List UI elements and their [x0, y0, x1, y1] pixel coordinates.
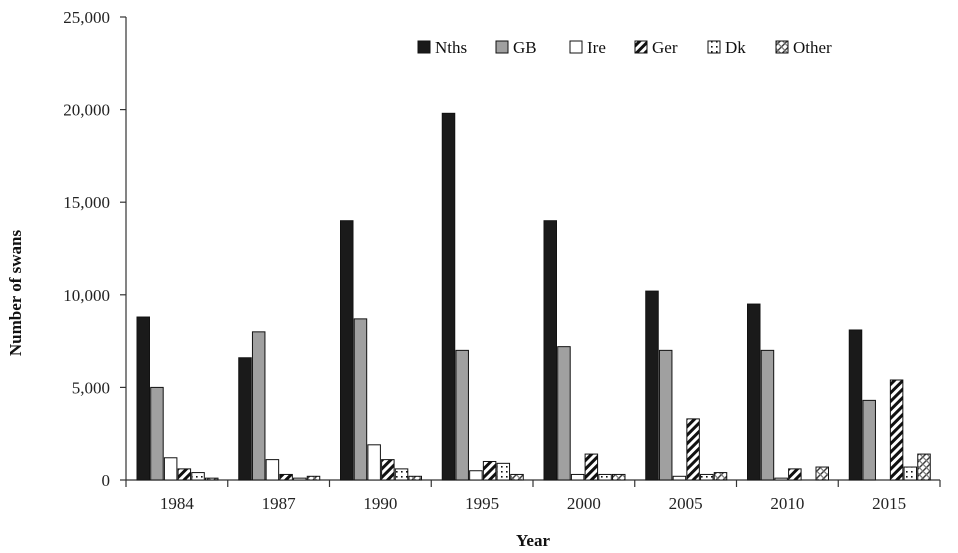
x-axis: 1984 1987 1990 1995 2000 2005 2010 2015: [125, 479, 941, 513]
bar-gb-1995: [455, 349, 469, 481]
y-tick-label: 25,000: [63, 8, 110, 27]
bar-nths-1984: [136, 316, 150, 481]
bar-gb-2005: [658, 349, 673, 481]
bar-ger-2005: [686, 418, 700, 481]
x-tick-label: 2010: [770, 494, 804, 513]
legend-label-nths: Nths: [435, 38, 467, 57]
bar-other-1984: [205, 477, 219, 481]
bar-ire-2010: [774, 477, 788, 481]
bar-dk-1984: [191, 472, 205, 481]
x-tick-label: 1990: [363, 494, 397, 513]
bar-nths-2010: [747, 303, 761, 481]
bars: [136, 112, 931, 481]
bar-ger-2015: [889, 379, 904, 481]
bar-ire-1984: [163, 457, 178, 481]
y-tick-label: 15,000: [63, 193, 110, 212]
x-tick-label: 2015: [872, 494, 906, 513]
x-tick-label: 2005: [669, 494, 703, 513]
y-tick-label: 5,000: [72, 378, 110, 397]
bar-gb-1987: [251, 331, 266, 481]
bar-other-2015: [917, 453, 931, 481]
bar-other-1995: [510, 473, 524, 481]
legend-swatch-ire: [569, 40, 583, 54]
bar-dk-1995: [496, 462, 511, 481]
bar-nths-2015: [848, 329, 863, 481]
bar-gb-1984: [150, 386, 164, 481]
bar-ire-1990: [367, 444, 381, 481]
bar-ire-1987: [265, 459, 280, 481]
legend-label-ger: Ger: [652, 38, 678, 57]
bar-dk-2000: [598, 473, 612, 481]
legend-label-other: Other: [793, 38, 832, 57]
legend-swatch-dk: [707, 40, 721, 54]
bar-ger-1984: [177, 468, 192, 481]
legend-swatch-other: [775, 40, 789, 54]
bar-ger-2010: [788, 468, 802, 481]
bar-nths-2005: [645, 290, 659, 481]
bar-gb-2015: [862, 399, 876, 481]
legend-label-dk: Dk: [725, 38, 746, 57]
bar-other-1987: [306, 475, 321, 481]
bar-ire-1995: [469, 470, 483, 481]
bar-other-2010: [815, 466, 829, 481]
bar-nths-1990: [340, 220, 354, 481]
x-tick-label: 2000: [567, 494, 601, 513]
bar-gb-1990: [353, 318, 368, 481]
bar-nths-1995: [441, 112, 456, 481]
x-tick-label: 1984: [160, 494, 195, 513]
x-tick-label: 1995: [465, 494, 499, 513]
y-tick-label: 0: [102, 471, 111, 490]
x-tick-label: 1987: [262, 494, 297, 513]
legend-swatch-ger: [634, 40, 648, 54]
bar-ger-1987: [279, 473, 293, 481]
bar-ire-2005: [672, 475, 687, 481]
bar-dk-2015: [903, 466, 918, 481]
bar-gb-2010: [760, 349, 775, 481]
bar-ire-2000: [570, 473, 585, 481]
bar-other-2000: [612, 473, 626, 481]
x-axis-title: Year: [516, 531, 550, 550]
bar-dk-2005: [700, 473, 714, 481]
bar-other-2005: [713, 472, 728, 481]
legend: Nths GB Ire Ger Dk Other: [417, 38, 832, 57]
bar-nths-1987: [238, 357, 252, 481]
y-tick-label: 10,000: [63, 286, 110, 305]
bar-dk-1990: [394, 468, 409, 481]
bar-gb-2000: [557, 346, 571, 481]
y-axis-title: Number of swans: [6, 229, 25, 356]
legend-swatch-gb: [495, 40, 509, 54]
bar-ger-2000: [584, 453, 599, 481]
legend-label-ire: Ire: [587, 38, 606, 57]
legend-label-gb: GB: [513, 38, 537, 57]
bar-nths-2000: [543, 220, 557, 481]
bar-ger-1990: [381, 459, 395, 481]
bar-ger-1995: [482, 460, 497, 481]
y-axis: 0 5,000 10,000 15,000 20,000 25,000: [63, 8, 127, 490]
y-tick-label: 20,000: [63, 101, 110, 120]
legend-swatch-nths: [417, 40, 431, 54]
bar-dk-1987: [293, 477, 307, 481]
bar-other-1990: [408, 475, 422, 481]
